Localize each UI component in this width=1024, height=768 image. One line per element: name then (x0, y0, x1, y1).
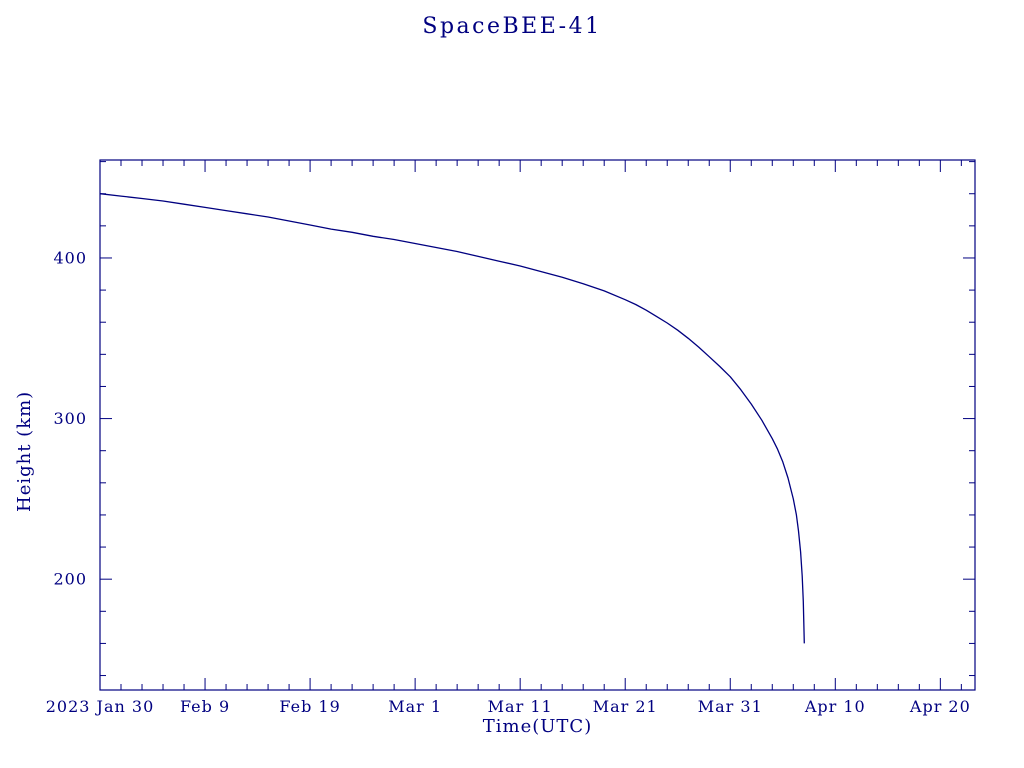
x-tick-label: Mar 11 (488, 697, 553, 716)
x-tick-label: Mar 1 (388, 697, 442, 716)
x-tick-label: Apr 20 (909, 697, 971, 716)
plot-frame (99, 159, 976, 691)
x-axis-label: Time(UTC) (482, 716, 593, 737)
y-tick-label: 400 (53, 248, 87, 267)
x-tick-label: Mar 21 (593, 697, 658, 716)
y-tick-label: 300 (53, 409, 87, 428)
x-tick-label: Feb 9 (180, 697, 230, 716)
decay-curve (99, 193, 805, 644)
chart-title: SpaceBEE-41 (422, 14, 602, 39)
y-axis-label: Height (km) (14, 390, 35, 512)
x-tick-label: Feb 19 (279, 697, 340, 716)
x-tick-label: Apr 10 (804, 697, 866, 716)
y-tick-label: 200 (53, 570, 87, 589)
x-tick-label: Mar 31 (698, 697, 763, 716)
x-tick-label: 2023 Jan 30 (46, 697, 155, 716)
